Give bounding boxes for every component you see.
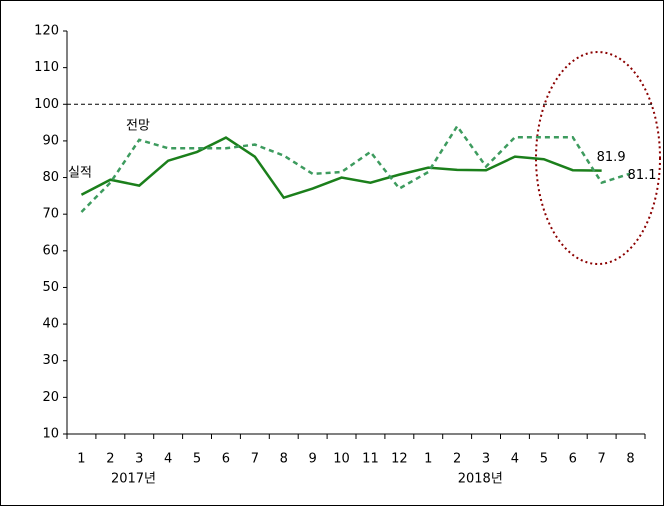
data-label: 81.9 — [597, 150, 626, 165]
y-tick-label: 70 — [42, 207, 59, 222]
x-tick-label: 4 — [511, 452, 519, 467]
x-tick-label: 2 — [453, 452, 461, 467]
x-tick-label: 8 — [626, 452, 634, 467]
y-tick-label: 60 — [42, 243, 59, 258]
x-tick-label: 7 — [251, 452, 259, 467]
series-line — [80, 136, 602, 200]
x-tick-label: 7 — [598, 452, 606, 467]
series-line — [80, 124, 631, 213]
x-tick-label: 9 — [309, 452, 317, 467]
highlight-ellipse — [535, 51, 661, 265]
x-tick-label: 1 — [424, 452, 432, 467]
y-tick-label: 100 — [34, 97, 59, 112]
x-tick-label: 8 — [280, 452, 288, 467]
x-tick-label: 5 — [540, 452, 548, 467]
x-tick-label: 6 — [222, 452, 230, 467]
x-tick-label: 4 — [164, 452, 172, 467]
x-tick-label: 12 — [391, 452, 408, 467]
x-tick-label: 11 — [362, 452, 379, 467]
data-label: 81.1 — [628, 168, 657, 183]
x-tick-label: 6 — [569, 452, 577, 467]
x-tick-label: 10 — [333, 452, 350, 467]
y-tick-label: 10 — [42, 427, 59, 442]
y-tick-label: 110 — [34, 60, 59, 75]
y-tick-label: 90 — [42, 133, 59, 148]
series-label: 실적 — [68, 165, 92, 180]
x-group-label: 2017년 — [111, 472, 156, 487]
x-tick-label: 1 — [77, 452, 85, 467]
y-tick-label: 20 — [42, 390, 59, 405]
x-tick-label: 2 — [106, 452, 114, 467]
y-tick-label: 40 — [42, 317, 59, 332]
x-tick-label: 3 — [135, 452, 143, 467]
x-tick-label: 5 — [193, 452, 201, 467]
x-group-label: 2018년 — [458, 472, 503, 487]
y-tick-label: 80 — [42, 170, 59, 185]
x-tick-label: 3 — [482, 452, 490, 467]
y-tick-label: 120 — [34, 24, 59, 39]
y-tick-label: 30 — [42, 353, 59, 368]
series-label: 전망 — [126, 118, 150, 133]
y-tick-label: 50 — [42, 280, 59, 295]
